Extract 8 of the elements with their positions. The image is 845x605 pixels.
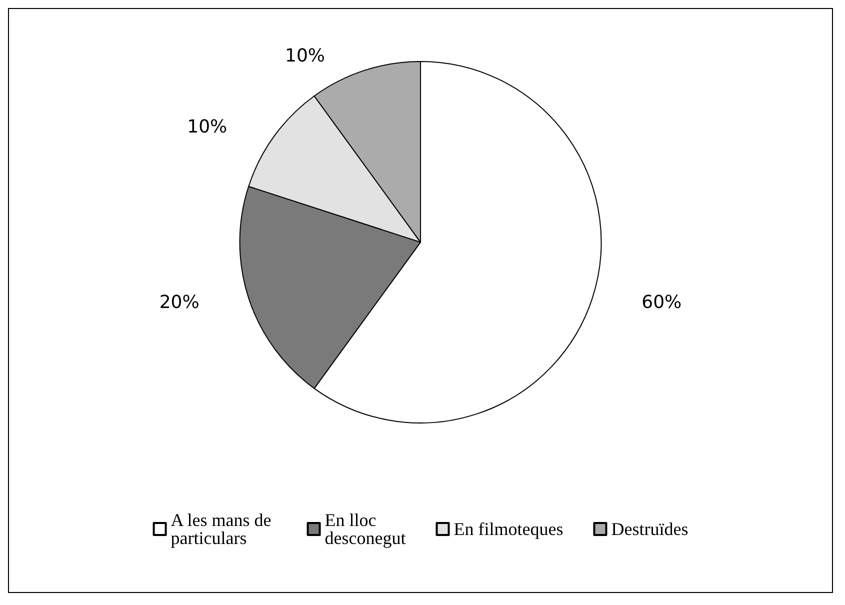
legend-label: Destruïdes [611, 519, 688, 539]
data-label: 10% [187, 116, 228, 138]
legend-label: En lloc desconegut [324, 510, 406, 548]
data-label: 20% [159, 292, 200, 314]
data-label: 60% [642, 292, 682, 314]
legend-label: En filmoteques [454, 519, 564, 539]
legend-label: A les mans de particulars [170, 510, 276, 548]
data-label: 10% [285, 46, 326, 67]
